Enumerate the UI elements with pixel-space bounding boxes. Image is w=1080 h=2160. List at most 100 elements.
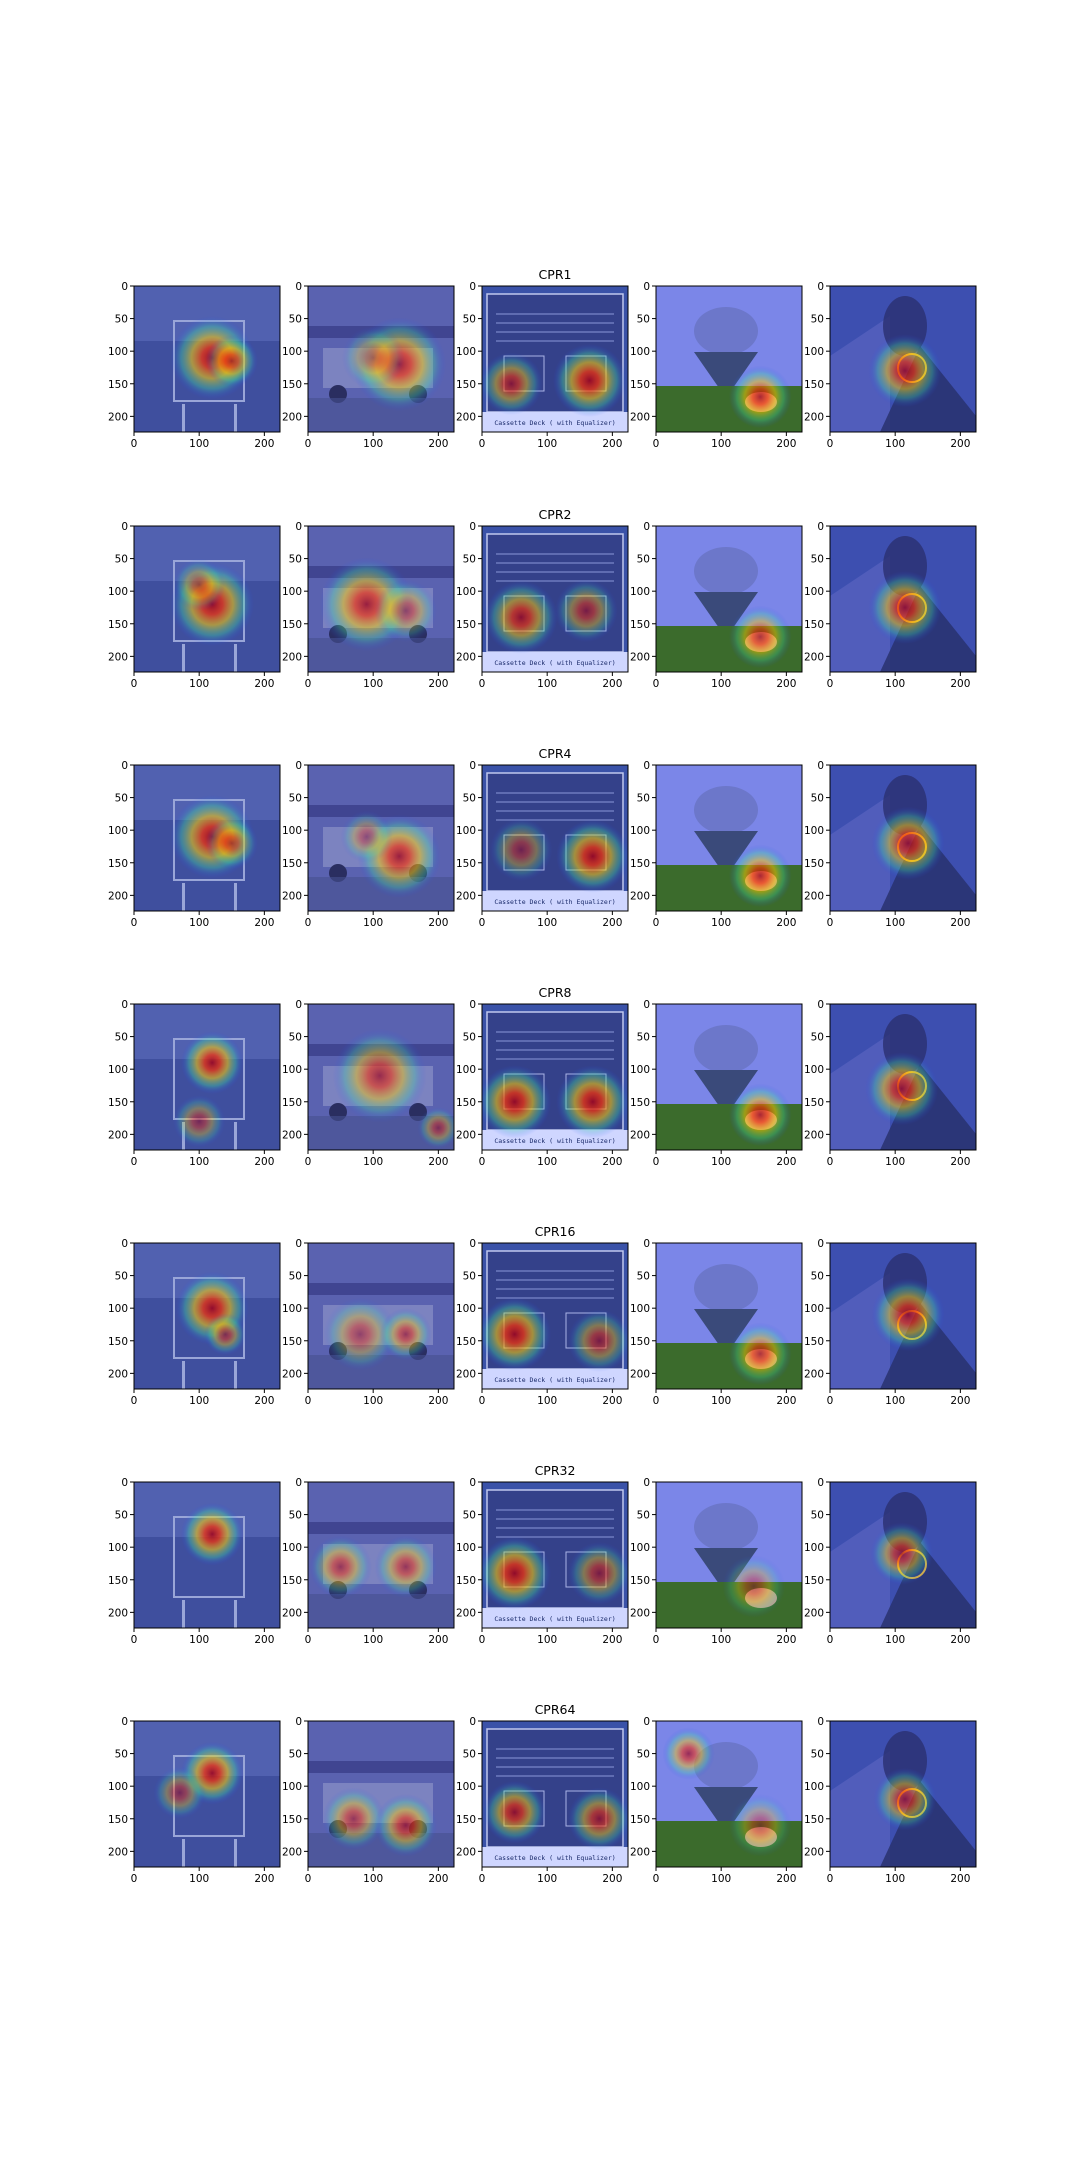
row-title: CPR64 [535,1702,576,1717]
panel-frame [829,1720,977,1868]
x-tick-label: 100 [189,1395,209,1407]
y-tick-label: 50 [637,554,650,566]
heat-spot [556,819,628,893]
panel-frame [481,285,629,433]
x-tick-label: 200 [428,1156,448,1168]
heatmap-panel-cassette-deck: Cassette Deck ( with Equalizer) [482,286,628,432]
y-tick-label: 200 [108,1129,128,1141]
panel-frame [133,1481,281,1629]
heat-spot [729,1794,792,1857]
x-tick-label: 100 [537,678,557,690]
y-tick-label: 200 [282,890,302,902]
y-tick-label: 150 [282,858,302,870]
heat-spot [871,806,945,880]
y-tick-label: 50 [289,1271,302,1283]
heat-spot [865,1052,939,1126]
y-tick-label: 50 [115,1032,128,1044]
heatmap-panel-scoreboard [134,1004,280,1150]
y-tick-label: 200 [108,1607,128,1619]
heatmap-panel-truck [308,765,454,911]
y-tick-label: 0 [817,760,824,772]
top-cone [694,352,758,398]
x-tick-label: 100 [189,678,209,690]
y-tick-label: 100 [456,346,476,358]
y-tick-label: 50 [115,1749,128,1761]
y-tick-label: 200 [282,651,302,663]
y-tick-label: 200 [804,1368,824,1380]
y-tick-label: 50 [811,554,824,566]
x-tick-label: 0 [305,1395,312,1407]
x-tick-label: 100 [363,1156,383,1168]
y-tick-label: 150 [108,1814,128,1826]
y-tick-label: 150 [804,1336,824,1348]
heatmap-panel-saxophone-player [830,286,976,432]
x-tick-label: 0 [653,1395,660,1407]
heatmap-panel-truck [308,1004,454,1150]
y-tick-label: 150 [804,619,824,631]
y-tick-label: 200 [630,411,650,423]
heatmap-panel-spinning-top [656,286,802,432]
heat-spot [873,1767,937,1831]
top-cone [694,592,758,638]
x-tick-label: 100 [885,1156,905,1168]
x-tick-label: 200 [254,1873,274,1885]
heat-spot [870,1522,933,1585]
panel-frame [307,525,455,673]
heatmap-panel-saxophone-player [830,1243,976,1389]
top-cone [694,1070,758,1116]
y-tick-label: 0 [643,281,650,293]
y-tick-label: 200 [630,890,650,902]
x-tick-label: 0 [479,1156,486,1168]
heatmap-panel-spinning-top [656,1721,802,1867]
y-tick-label: 200 [456,1607,476,1619]
y-tick-label: 0 [121,760,128,772]
y-tick-label: 0 [295,999,302,1011]
y-tick-label: 50 [637,1749,650,1761]
panel-frame [655,1242,803,1390]
x-tick-label: 200 [254,438,274,450]
y-tick-label: 200 [630,1368,650,1380]
y-tick-label: 200 [108,1846,128,1858]
panel-frame [307,1242,455,1390]
heatmap-panel-scoreboard [134,286,280,432]
heatmap-panel-cassette-deck: Cassette Deck ( with Equalizer) [482,1721,628,1867]
y-tick-label: 0 [295,1238,302,1250]
y-tick-label: 0 [469,1238,476,1250]
y-tick-label: 0 [469,1716,476,1728]
y-tick-label: 50 [115,1271,128,1283]
y-tick-label: 150 [804,858,824,870]
heatmap-panel-truck [308,1721,454,1867]
y-tick-label: 200 [804,651,824,663]
x-tick-label: 0 [479,917,486,929]
y-tick-label: 50 [463,793,476,805]
x-tick-label: 200 [776,438,796,450]
x-tick-label: 200 [950,438,970,450]
x-tick-label: 200 [428,917,448,929]
x-tick-label: 200 [254,1634,274,1646]
y-tick-label: 150 [108,1097,128,1109]
panel-caption: Cassette Deck ( with Equalizer) [494,419,615,427]
panel-frame [133,1242,281,1390]
x-tick-label: 0 [653,678,660,690]
heat-spot [341,326,405,389]
y-tick-label: 200 [282,411,302,423]
y-tick-label: 50 [115,554,128,566]
y-tick-label: 0 [469,281,476,293]
x-tick-label: 0 [305,1634,312,1646]
panel-caption: Cassette Deck ( with Equalizer) [494,1376,615,1384]
row-title: CPR4 [539,746,572,761]
x-tick-label: 100 [885,438,905,450]
x-tick-label: 0 [305,1873,312,1885]
x-tick-label: 100 [711,1395,731,1407]
y-tick-label: 150 [630,1814,650,1826]
heatmap-panel-cassette-deck: Cassette Deck ( with Equalizer) [482,1004,628,1150]
row-title: CPR16 [535,1224,576,1239]
x-tick-label: 0 [131,438,138,450]
heat-spot [417,1106,454,1149]
y-tick-label: 200 [804,890,824,902]
x-tick-label: 0 [827,917,834,929]
y-tick-label: 150 [108,379,128,391]
x-tick-label: 200 [776,678,796,690]
y-tick-label: 150 [630,1336,650,1348]
panel-frame [655,1720,803,1868]
